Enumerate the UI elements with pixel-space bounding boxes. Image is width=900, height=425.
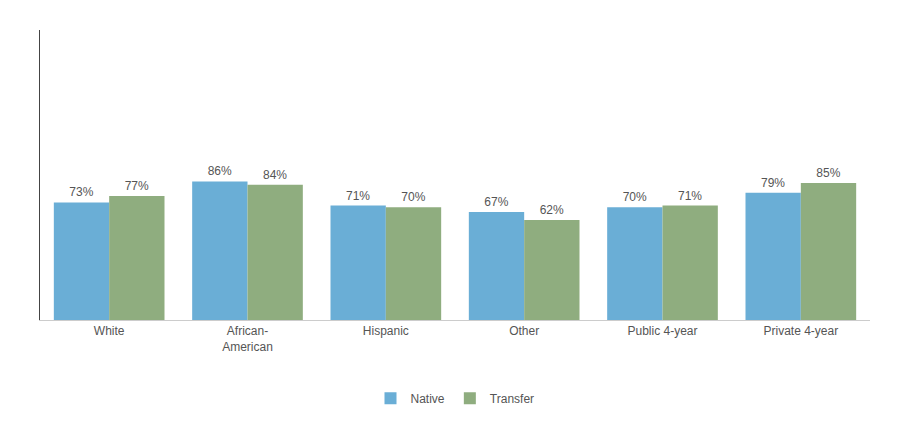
- svg-text:White: White: [94, 324, 125, 338]
- svg-text:Transfer: Transfer: [490, 392, 534, 406]
- svg-text:77%: 77%: [125, 179, 149, 193]
- svg-text:84%: 84%: [263, 168, 287, 182]
- svg-text:71%: 71%: [678, 189, 702, 203]
- svg-text:73%: 73%: [69, 185, 93, 199]
- svg-text:79%: 79%: [761, 176, 785, 190]
- svg-text:Private 4-year: Private 4-year: [763, 324, 838, 338]
- svg-text:African-American: African-American: [222, 324, 273, 354]
- svg-text:Native: Native: [411, 392, 445, 406]
- svg-text:67%: 67%: [484, 195, 508, 209]
- svg-text:86%: 86%: [208, 164, 232, 178]
- svg-text:70%: 70%: [623, 190, 647, 204]
- svg-text:Public 4-year: Public 4-year: [627, 324, 697, 338]
- svg-text:70%: 70%: [401, 190, 425, 204]
- svg-text:62%: 62%: [540, 203, 564, 217]
- svg-text:71%: 71%: [346, 189, 370, 203]
- svg-text:Other: Other: [509, 324, 539, 338]
- svg-text:85%: 85%: [816, 166, 840, 180]
- svg-text:Hispanic: Hispanic: [363, 324, 409, 338]
